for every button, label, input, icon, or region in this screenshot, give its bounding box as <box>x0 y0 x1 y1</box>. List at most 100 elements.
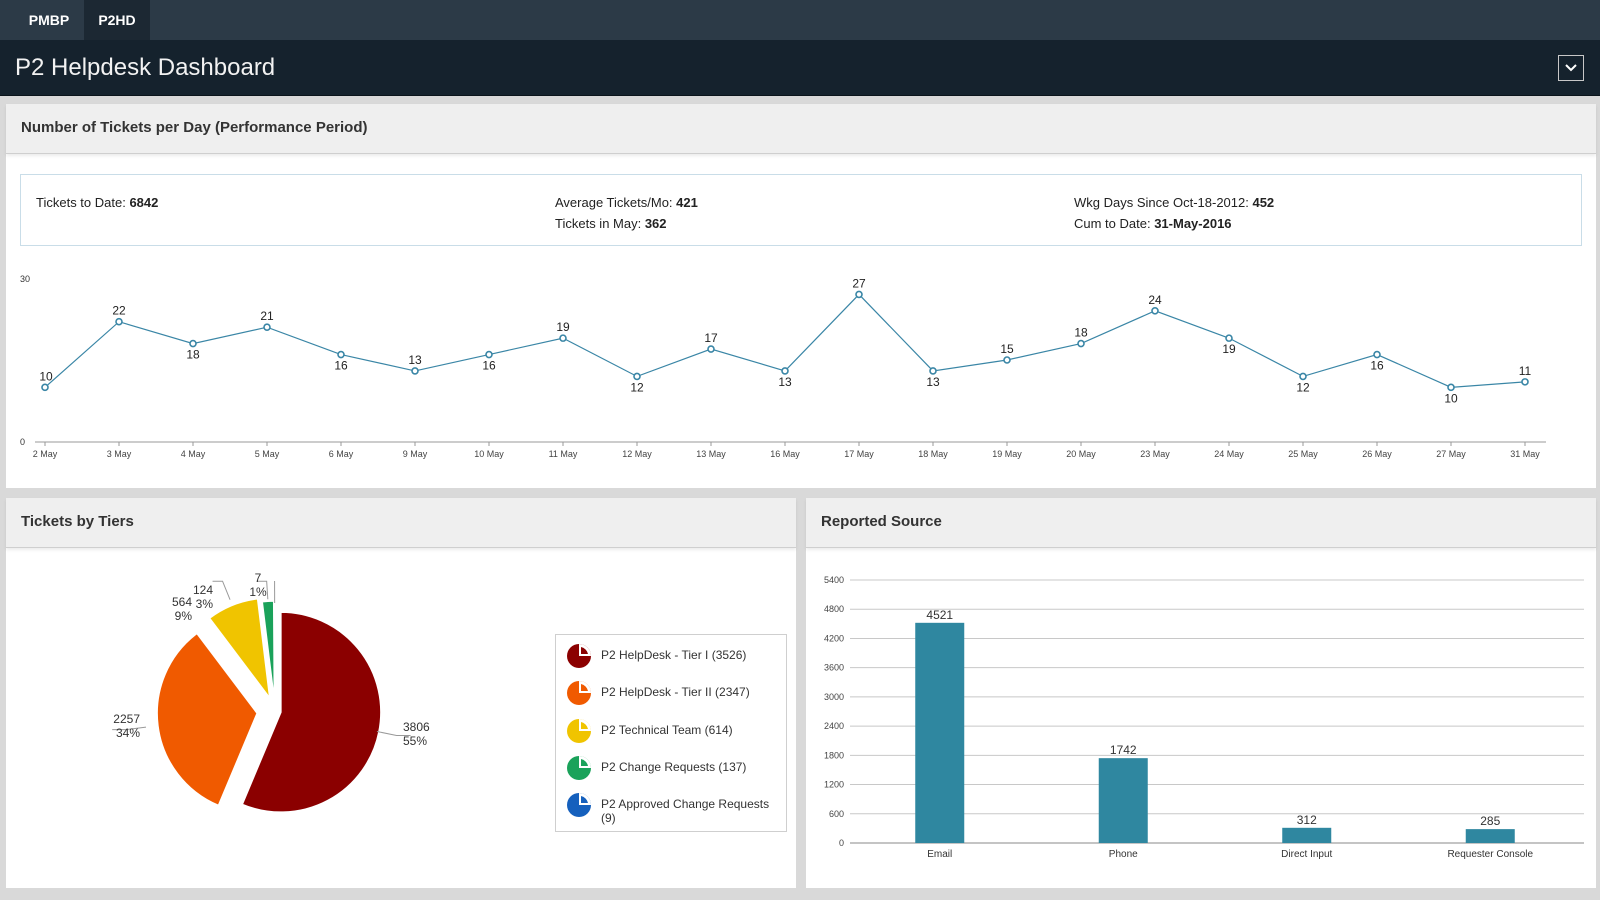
pie-legend: P2 HelpDesk - Tier I (3526) P2 HelpDesk -… <box>555 634 787 832</box>
data-label: 13 <box>926 375 940 389</box>
dashboard-header: P2 Helpdesk Dashboard <box>0 40 1600 96</box>
data-point <box>1151 307 1159 315</box>
dashboard-menu-button[interactable] <box>1558 55 1584 81</box>
pie-slice <box>273 602 276 704</box>
slice-percent-label: 9% <box>175 609 193 623</box>
slice-value-label: 2257 <box>113 712 140 726</box>
data-point <box>41 383 49 392</box>
chevron-down-icon <box>1565 64 1577 72</box>
data-label: 10 <box>39 369 53 383</box>
x-tick-label: 25 May <box>1288 449 1318 459</box>
stat-value: 31-May-2016 <box>1154 216 1232 231</box>
legend-label: P2 Change Requests (137) <box>601 760 747 774</box>
x-tick-label: 11 May <box>549 449 578 459</box>
data-point <box>411 367 419 375</box>
slice-percent-label: 1% <box>249 585 267 599</box>
data-point <box>263 323 271 331</box>
panel-title: Reported Source <box>821 513 942 530</box>
page-title: P2 Helpdesk Dashboard <box>15 54 276 81</box>
data-point <box>1447 383 1455 392</box>
y-tick-label: 30 <box>20 274 30 284</box>
tickets-per-day-panel: Number of Tickets per Day (Performance P… <box>6 104 1596 488</box>
slice-value-label: 564 <box>172 595 192 609</box>
y-tick-label: 4800 <box>824 604 844 614</box>
slice-percent-label: 3% <box>196 597 214 611</box>
x-tick-label: 10 May <box>474 449 504 459</box>
data-point <box>633 372 641 381</box>
y-tick-label: 3600 <box>824 663 844 673</box>
legend-item[interactable]: P2 HelpDesk - Tier I (3526) <box>566 643 781 673</box>
data-label: 13 <box>778 375 792 389</box>
data-label: 11 <box>1519 364 1532 378</box>
leader-line <box>212 580 231 600</box>
data-point <box>781 367 789 375</box>
slice-value-label: 124 <box>193 583 213 597</box>
stat-label: Average Tickets/Mo: <box>555 195 677 210</box>
x-tick-label: 27 May <box>1436 449 1466 459</box>
pie-legend-icon <box>567 644 591 668</box>
x-tick-label: Phone <box>1109 849 1138 860</box>
data-label: 12 <box>1296 380 1310 394</box>
bar <box>1465 829 1515 843</box>
tab-pmbp[interactable]: PMBP <box>28 12 70 28</box>
data-point <box>189 339 197 348</box>
x-tick-label: Email <box>927 849 952 860</box>
x-tick-label: 5 May <box>255 449 280 459</box>
slice-value-label: 7 <box>255 571 262 585</box>
stat-tickets-to-date: Tickets to Date: 6842 <box>36 192 158 213</box>
data-label: 19 <box>1222 342 1236 356</box>
stats-summary: Tickets to Date: 6842 Average Tickets/Mo… <box>20 174 1582 246</box>
stat-label: Tickets to Date: <box>36 195 130 210</box>
data-point <box>485 350 493 359</box>
bar-value-label: 1742 <box>1110 743 1137 757</box>
data-point <box>1225 334 1233 342</box>
x-tick-label: 9 May <box>403 449 428 459</box>
tab-p2hd[interactable]: P2HD <box>84 0 150 40</box>
tickets-line-chart: 30 0 10 2 May 22 3 May 18 4 May 21 5 May 16 6 May 13… <box>20 274 1546 459</box>
legend-label: P2 HelpDesk - Tier II (2347) <box>601 685 750 699</box>
x-tick-label: 13 May <box>696 449 726 459</box>
data-label: 13 <box>408 353 422 367</box>
x-tick-label: 18 May <box>918 449 948 459</box>
data-point <box>1521 378 1529 386</box>
data-point <box>337 350 345 359</box>
stat-label: Tickets in May: <box>555 216 645 231</box>
panel-header: Number of Tickets per Day (Performance P… <box>6 104 1596 154</box>
data-label: 16 <box>482 359 496 373</box>
x-tick-label: 23 May <box>1140 449 1170 459</box>
x-tick-label: 16 May <box>770 449 800 459</box>
top-nav: PMBP P2HD <box>0 0 1600 40</box>
data-label: 21 <box>260 309 274 323</box>
legend-item[interactable]: P2 HelpDesk - Tier II (2347) <box>566 680 781 710</box>
data-point <box>855 290 863 299</box>
reported-source-panel: Reported Source 0 600 1200 1800 2400 3000 3600… <box>806 498 1596 888</box>
pie-legend-icon <box>567 793 591 817</box>
y-tick-label: 0 <box>20 437 25 447</box>
legend-label: P2 HelpDesk - Tier I (3526) <box>601 648 747 662</box>
stat-value: 452 <box>1252 195 1275 210</box>
stat-value: 421 <box>676 195 698 210</box>
legend-label: P2 Approved Change Requests (9) <box>601 797 770 825</box>
data-label: 22 <box>112 304 126 318</box>
data-point <box>929 367 937 375</box>
legend-item[interactable]: P2 Technical Team (614) <box>566 718 781 748</box>
y-tick-label: 600 <box>829 809 844 819</box>
y-tick-label: 1200 <box>824 780 844 790</box>
x-tick-label: 2 May <box>33 449 58 459</box>
legend-label: P2 Technical Team (614) <box>601 723 733 737</box>
y-tick-label: 1800 <box>824 750 844 760</box>
pie-slice <box>261 600 276 702</box>
x-tick-label: 4 May <box>181 449 206 459</box>
data-label: 18 <box>1074 326 1088 340</box>
x-tick-label: 26 May <box>1362 449 1392 459</box>
x-tick-label: 24 May <box>1214 449 1244 459</box>
data-point <box>1003 356 1011 364</box>
legend-item[interactable]: P2 Change Requests (137) <box>566 755 781 785</box>
pie-slice <box>156 632 258 807</box>
stat-value: 6842 <box>129 195 159 210</box>
y-tick-label: 0 <box>839 838 844 848</box>
pie-slice <box>208 597 271 701</box>
pie-legend-icon <box>567 681 591 705</box>
legend-item[interactable]: P2 Approved Change Requests (9) <box>566 792 781 825</box>
